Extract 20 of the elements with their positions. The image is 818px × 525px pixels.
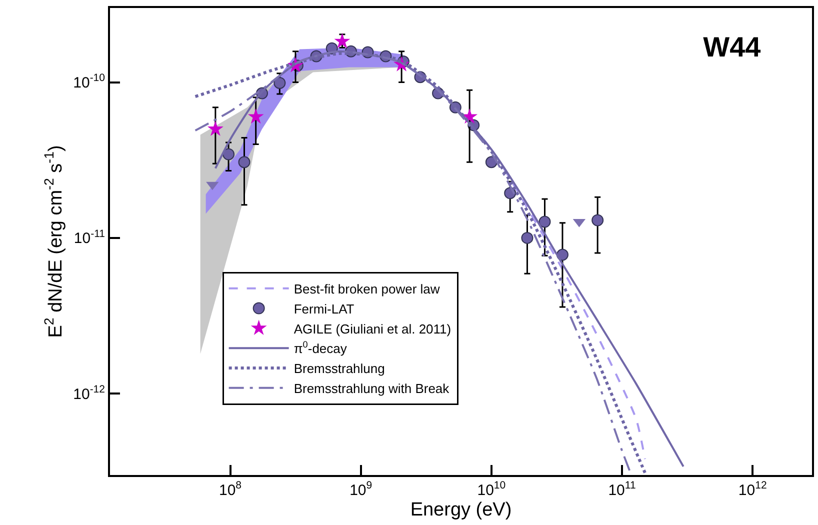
x-axis-title: Energy (eV) (410, 499, 512, 520)
y-tick-label: 10$^{-10}$ (73, 72, 106, 92)
text: W44 (703, 31, 762, 62)
point (274, 76, 286, 89)
legend-label: Bremsstrahlung with Break (294, 380, 450, 396)
x-tick-label: 10$^{12}$ (738, 480, 767, 499)
y-tick-label: 10$^{-12}$ (73, 384, 106, 403)
x-tick-label: 10$^{8}$ (218, 480, 242, 499)
legend-label: Bremsstrahlung (294, 361, 385, 376)
x-tick-label: 10$^{9}$ (350, 480, 372, 499)
legend-label: π$^{0}$-decay (294, 340, 348, 356)
legend-label: Fermi-LAT (294, 301, 354, 316)
x-tick-label: 10$^{11}$ (608, 480, 636, 499)
point (521, 232, 534, 244)
point (238, 156, 250, 168)
x-tick-label: 10$^{10}$ (477, 480, 506, 499)
legend-label: AGILE (Giuliani et al. 2011) (294, 321, 452, 336)
y-tick-label: 10$^{-11}$ (74, 228, 106, 248)
legend-label: Best-fit broken power law (294, 281, 440, 296)
point (538, 216, 551, 228)
